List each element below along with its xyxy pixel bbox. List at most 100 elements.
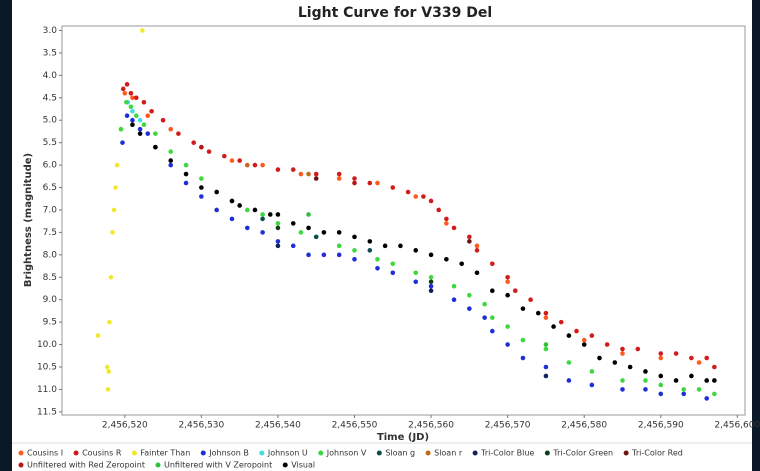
data-point <box>275 243 281 249</box>
data-point <box>260 216 265 222</box>
legend-label: Unfiltered with V Zeropoint <box>164 461 272 470</box>
data-point <box>428 274 434 280</box>
legend-label: Cousins R <box>82 449 122 458</box>
y-tick-label: 3.0 <box>43 26 58 36</box>
y-tick-label: 10.5 <box>37 362 57 372</box>
data-point <box>260 162 265 168</box>
data-point <box>352 180 357 186</box>
data-point <box>505 292 510 298</box>
data-point <box>390 270 396 276</box>
data-point <box>222 153 227 159</box>
data-point <box>110 230 115 235</box>
data-point <box>620 346 625 352</box>
data-point <box>643 369 648 374</box>
data-point <box>252 162 258 168</box>
data-point <box>543 346 549 352</box>
data-point <box>658 351 664 356</box>
data-point <box>482 301 487 307</box>
data-point <box>451 283 457 289</box>
data-point <box>133 95 139 101</box>
data-point <box>306 212 311 217</box>
data-point <box>176 131 181 136</box>
data-point <box>137 131 143 136</box>
y-tick-label: 7.0 <box>43 205 58 215</box>
data-point <box>505 342 510 347</box>
data-point <box>620 351 625 356</box>
data-point <box>290 243 296 249</box>
legend-marker <box>544 450 550 456</box>
data-point <box>398 243 403 249</box>
data-point <box>658 355 664 361</box>
data-point <box>367 248 373 253</box>
x-tick-label: 2,456,550 <box>332 421 378 431</box>
data-point <box>298 171 304 177</box>
data-point <box>352 257 357 262</box>
data-point <box>428 288 434 294</box>
data-point <box>336 252 342 258</box>
data-point <box>137 117 143 123</box>
data-point <box>413 279 419 285</box>
data-point <box>252 207 258 213</box>
data-point <box>149 108 154 114</box>
data-point <box>114 162 120 168</box>
y-tick-label: 9.5 <box>43 318 57 328</box>
legend-marker <box>259 450 265 456</box>
data-point <box>543 315 549 320</box>
data-point <box>313 176 319 181</box>
data-point <box>635 346 641 352</box>
data-point <box>482 315 487 320</box>
data-point <box>313 234 319 240</box>
y-tick-label: 7.5 <box>43 228 57 238</box>
legend-label: Visual <box>291 461 315 470</box>
data-point <box>111 207 117 213</box>
data-point <box>520 355 526 361</box>
y-tick-label: 9.0 <box>43 295 58 305</box>
data-point <box>712 391 717 397</box>
y-tick-label: 3.5 <box>43 48 57 58</box>
data-point <box>405 189 411 195</box>
data-point <box>145 113 151 119</box>
data-point <box>130 108 135 114</box>
x-tick-label: 2,456,580 <box>561 421 607 431</box>
data-point <box>505 324 510 329</box>
data-point <box>336 171 342 177</box>
legend-label: Johnson B <box>208 449 249 458</box>
data-point <box>183 162 189 168</box>
data-point <box>467 234 472 240</box>
data-point <box>140 28 145 33</box>
data-point <box>260 212 265 217</box>
data-point <box>535 310 541 316</box>
x-tick-label: 2,456,560 <box>408 421 454 431</box>
data-point <box>390 185 396 190</box>
data-point <box>444 221 449 226</box>
data-point <box>124 113 130 119</box>
data-point <box>704 355 710 361</box>
x-axis-title: Time (JD) <box>377 432 429 443</box>
legend-marker <box>131 450 137 456</box>
data-point <box>566 360 572 365</box>
data-point <box>229 198 235 204</box>
data-point <box>581 342 587 347</box>
data-point <box>214 207 219 213</box>
data-point <box>275 239 281 244</box>
data-point <box>490 315 495 320</box>
data-point <box>141 122 147 128</box>
data-point <box>375 180 380 186</box>
y-tick-label: 6.5 <box>43 183 57 193</box>
data-point <box>133 113 139 119</box>
data-point <box>643 378 648 383</box>
data-point <box>352 248 357 253</box>
data-point <box>137 126 143 132</box>
y-tick-label: 4.0 <box>43 71 58 81</box>
legend-label: Tri-Color Green <box>552 449 613 458</box>
data-point <box>153 131 158 136</box>
data-point <box>512 288 518 294</box>
data-point <box>459 261 464 267</box>
data-point <box>428 279 434 285</box>
data-point <box>336 230 342 235</box>
data-point <box>467 239 472 244</box>
plot-area <box>61 25 746 416</box>
legend-marker <box>282 462 288 468</box>
legend-marker <box>425 450 431 456</box>
data-point <box>689 373 694 379</box>
